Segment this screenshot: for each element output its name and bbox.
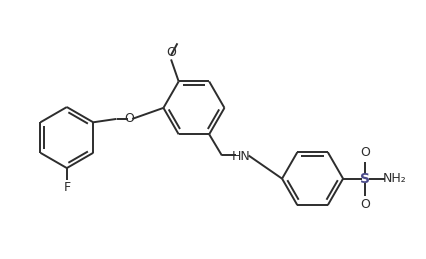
Text: O: O bbox=[125, 112, 135, 125]
Text: O: O bbox=[360, 146, 370, 159]
Text: F: F bbox=[63, 181, 70, 194]
Text: O: O bbox=[360, 198, 370, 211]
Text: HN: HN bbox=[232, 150, 251, 163]
Text: NH₂: NH₂ bbox=[383, 172, 407, 185]
Text: O: O bbox=[166, 46, 176, 59]
Text: S: S bbox=[360, 172, 370, 186]
